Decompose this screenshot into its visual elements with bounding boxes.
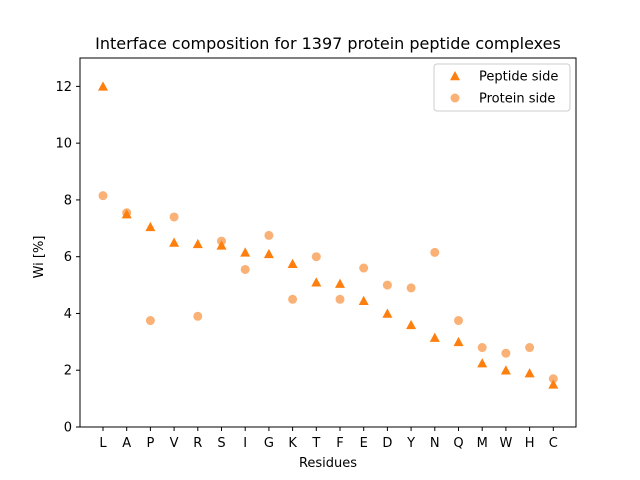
- y-tick-label-8: 8: [64, 193, 72, 208]
- peptide-side-point-t: [311, 277, 322, 287]
- y-tick-label-12: 12: [55, 80, 72, 95]
- x-tick-label-m: M: [477, 436, 488, 451]
- peptide-side-point-g: [263, 248, 274, 259]
- peptide-side-point-n: [429, 332, 440, 342]
- peptide-side-point-d: [382, 308, 393, 318]
- peptide-side-point-i: [240, 247, 251, 257]
- y-tick-label-2: 2: [64, 364, 72, 379]
- peptide-side-point-l: [98, 81, 108, 91]
- peptide-side-point-e: [358, 295, 369, 305]
- plot-frame: [79, 57, 577, 428]
- protein-side-point-h: [525, 343, 535, 353]
- x-tick-label-p: P: [146, 436, 154, 451]
- peptide-side-point-h: [524, 368, 535, 378]
- markers-layer: [98, 81, 559, 389]
- protein-side-point-t: [311, 252, 321, 262]
- peptide-side-point-p: [145, 221, 156, 232]
- axes-layer: L A P V R S I G K T F E D Y N Q M W H C 0 2 4 6 8 10 12: [55, 57, 577, 451]
- protein-side-point-v: [169, 212, 179, 222]
- legend: Peptide side Protein side: [433, 63, 571, 112]
- protein-side-point-e: [359, 263, 369, 273]
- protein-side-point-r: [193, 311, 203, 321]
- y-tick-label-6: 6: [64, 250, 72, 265]
- x-tick-label-h: H: [525, 436, 535, 451]
- protein-side-point-n: [430, 247, 440, 257]
- protein-side-point-w: [501, 348, 511, 358]
- protein-side-point-f: [335, 294, 345, 304]
- x-tick-label-q: Q: [453, 436, 463, 451]
- peptide-side-point-s: [216, 240, 227, 250]
- protein-side-point-l: [98, 191, 108, 201]
- protein-side-point-p: [145, 316, 155, 326]
- peptide-side-point-w: [500, 365, 511, 375]
- protein-side-point-g: [264, 230, 274, 240]
- x-tick-label-f: F: [336, 436, 343, 451]
- legend-marker-protein-side: [450, 93, 460, 103]
- y-tick-label-4: 4: [64, 307, 72, 322]
- x-tick-label-c: C: [549, 436, 558, 451]
- protein-side-point-k: [288, 294, 298, 304]
- protein-side-point-y: [406, 283, 416, 293]
- peptide-side-point-v: [169, 237, 180, 247]
- y-axis-label: Wi [%]: [32, 236, 47, 279]
- legend-label-peptide-side: Peptide side: [479, 70, 558, 85]
- protein-side-point-i: [240, 264, 250, 274]
- x-tick-label-n: N: [430, 436, 440, 451]
- x-tick-label-k: K: [288, 436, 297, 451]
- protein-side-point-m: [477, 343, 487, 353]
- peptide-side-point-k: [287, 258, 298, 269]
- protein-side-point-q: [454, 316, 463, 326]
- x-tick-label-t: T: [311, 436, 320, 451]
- y-tick-label-0: 0: [64, 421, 72, 436]
- peptide-side-point-a: [121, 209, 132, 219]
- x-tick-label-a: A: [122, 436, 131, 451]
- x-tick-label-l: L: [99, 436, 107, 451]
- peptide-side-point-f: [335, 278, 345, 288]
- y-tick-label-10: 10: [55, 137, 72, 152]
- protein-side-point-d: [382, 280, 392, 290]
- protein-side-point-c: [548, 374, 558, 384]
- x-tick-label-d: D: [382, 436, 392, 451]
- x-tick-label-v: V: [170, 436, 179, 451]
- legend-label-protein-side: Protein side: [479, 92, 555, 107]
- peptide-side-point-y: [406, 319, 417, 330]
- peptide-side-point-c: [548, 379, 559, 389]
- x-tick-label-w: W: [499, 436, 512, 451]
- legend-box: [433, 63, 571, 112]
- legend-marker-peptide-side: [450, 71, 460, 81]
- x-tick-label-s: S: [217, 436, 225, 451]
- x-tick-label-e: E: [360, 436, 368, 451]
- peptide-side-point-q: [453, 336, 464, 347]
- peptide-side-point-m: [477, 358, 488, 368]
- x-tick-label-i: I: [243, 436, 247, 451]
- x-tick-label-r: R: [193, 436, 202, 451]
- x-axis-label: Residues: [299, 456, 357, 471]
- x-tick-label-y: Y: [406, 436, 415, 451]
- chart-title: Interface composition for 1397 protein p…: [95, 34, 561, 53]
- x-tick-label-g: G: [264, 436, 274, 451]
- peptide-side-point-r: [192, 238, 203, 249]
